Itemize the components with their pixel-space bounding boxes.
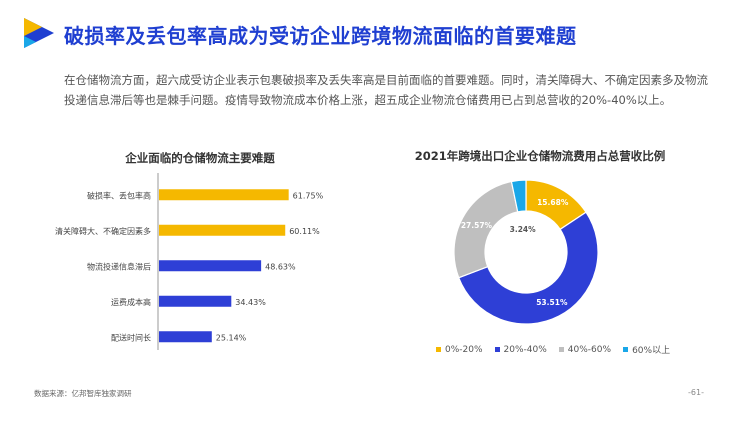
donut-value-label: 27.57% <box>461 221 493 230</box>
donut-slice <box>510 179 527 213</box>
bar-chart: 破损率、丢包率高 61.75% 清关障碍大、不确定因素多 60.11% 物流投递信息滞后… <box>55 173 324 350</box>
page-title: 破损率及丢包率高成为受访企业跨境物流面临的首要难题 <box>64 24 577 48</box>
legend-label: 40%-60% <box>567 344 612 355</box>
bar-category-label: 运费成本高 <box>111 297 151 307</box>
bar-value-label: 60.11% <box>289 227 320 236</box>
legend-swatch <box>436 347 441 352</box>
bar-category-label: 物流投递信息滞后 <box>87 261 151 271</box>
donut-slice <box>457 211 599 325</box>
legend-label: 20%-40% <box>503 344 547 355</box>
bar <box>159 189 289 201</box>
bar <box>159 295 232 307</box>
bar-chart-title: 企业面临的仓储物流主要难题 <box>125 151 275 165</box>
bar-category-label: 破损率、丢包率高 <box>87 190 151 200</box>
donut-value-label: 15.68% <box>537 198 569 207</box>
legend-label: 0%-20% <box>445 344 483 355</box>
bar <box>159 224 286 236</box>
legend-label: 60%以上 <box>632 346 671 356</box>
intro-paragraph: 在仓储物流方面，超六成受访企业表示包裹破损率及丢失率高是目前面临的首要难题。同时… <box>64 73 708 107</box>
bar-value-label: 34.43% <box>235 298 266 307</box>
bar-category-label: 清关障碍大、不确定因素多 <box>55 226 151 236</box>
donut-chart: 15.68% 53.51% 27.57% 3.24% <box>453 179 599 325</box>
bar-value-label: 61.75% <box>293 191 324 200</box>
logo-icon <box>24 18 54 48</box>
donut-chart-title: 2021年跨境出口企业仓储物流费用占总营收比例 <box>414 149 666 163</box>
page-number: -61- <box>688 388 704 397</box>
legend-swatch <box>494 347 500 352</box>
bar <box>159 260 262 272</box>
donut-value-label: 3.24% <box>510 225 537 234</box>
legend-item: 60%以上 <box>623 343 670 356</box>
bar-category-label: 配送时间长 <box>111 332 151 342</box>
legend-swatch <box>623 347 629 352</box>
legend-item: 20%-40% <box>494 343 547 356</box>
data-source-note: 数据来源：亿邦智库独家调研 <box>34 389 132 398</box>
donut-value-label: 53.51% <box>536 298 568 307</box>
donut-legend: 0%-20% 20%-40% 40%-60% 60%以上 <box>436 343 670 356</box>
bar-value-label: 25.14% <box>216 333 247 342</box>
legend-swatch <box>558 347 564 352</box>
bar-value-label: 48.63% <box>265 262 296 271</box>
legend-item: 40%-60% <box>558 343 612 356</box>
legend-item: 0%-20% <box>436 343 483 356</box>
bar <box>159 331 212 343</box>
